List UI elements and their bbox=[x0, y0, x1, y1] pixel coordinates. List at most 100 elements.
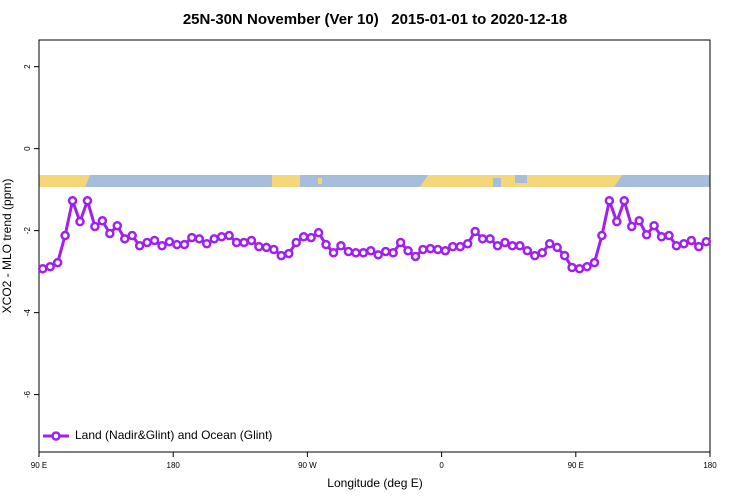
data-point bbox=[284, 248, 294, 259]
plot-frame bbox=[38, 39, 711, 453]
data-point bbox=[388, 248, 398, 258]
data-point bbox=[403, 245, 413, 256]
data-point bbox=[425, 243, 436, 254]
data-point bbox=[656, 232, 667, 242]
data-point bbox=[701, 236, 712, 247]
data-point bbox=[582, 261, 592, 272]
chart-title: 25N-30N November (Ver 10) 2015-01-01 to … bbox=[183, 11, 567, 28]
data-point bbox=[522, 245, 533, 256]
data-point bbox=[179, 239, 190, 250]
ocean bbox=[515, 175, 527, 183]
data-point bbox=[127, 230, 137, 241]
x-axis-label: Longitude (deg E) bbox=[327, 476, 422, 490]
data-point bbox=[261, 242, 272, 253]
data-point bbox=[552, 242, 562, 253]
data-point bbox=[366, 245, 376, 256]
land bbox=[318, 178, 322, 184]
data-point bbox=[37, 264, 48, 274]
y-tick-label: 2 bbox=[23, 64, 32, 69]
x-tick-label: 180 bbox=[703, 461, 717, 470]
data-point bbox=[216, 232, 227, 242]
data-point bbox=[172, 239, 182, 250]
data-point bbox=[574, 264, 585, 274]
data-point bbox=[328, 248, 339, 258]
x-tick-label: 90 W bbox=[298, 461, 317, 470]
data-point bbox=[269, 244, 279, 255]
data-point bbox=[291, 237, 301, 248]
land-ocean-strip bbox=[39, 175, 710, 187]
data-point bbox=[641, 229, 652, 240]
data-point bbox=[358, 248, 369, 258]
y-tick-label: 0 bbox=[23, 146, 32, 151]
data-point bbox=[634, 216, 644, 226]
legend-label: Land (Nadir&Glint) and Ocean (Glint) bbox=[75, 428, 272, 442]
data-point bbox=[67, 195, 78, 206]
data-point bbox=[209, 234, 219, 244]
data-point bbox=[52, 257, 63, 268]
data-point bbox=[395, 237, 406, 248]
data-point bbox=[343, 246, 354, 257]
data-point bbox=[82, 195, 93, 206]
data-point bbox=[604, 195, 615, 206]
data-point bbox=[679, 238, 689, 249]
data-point bbox=[90, 221, 100, 232]
data-point bbox=[492, 241, 503, 251]
data-point bbox=[224, 230, 234, 241]
series-line bbox=[42, 195, 708, 271]
data-point bbox=[119, 234, 130, 244]
data-point bbox=[373, 250, 383, 260]
data-point bbox=[694, 241, 704, 252]
data-point bbox=[455, 241, 465, 252]
data-point bbox=[306, 232, 316, 243]
data-point bbox=[515, 241, 525, 251]
data-point bbox=[336, 241, 346, 251]
data-point bbox=[380, 246, 391, 257]
land bbox=[85, 175, 90, 187]
data-point bbox=[485, 234, 495, 244]
x-tick-label: 90 E bbox=[31, 461, 47, 470]
data-point bbox=[559, 250, 570, 261]
data-point bbox=[351, 248, 361, 258]
data-point bbox=[612, 216, 622, 227]
data-point bbox=[187, 232, 197, 243]
data-point bbox=[105, 228, 115, 239]
data-point bbox=[433, 244, 443, 255]
data-point bbox=[231, 237, 242, 248]
data-point bbox=[500, 237, 510, 248]
data-point bbox=[313, 227, 324, 238]
data-point bbox=[418, 244, 428, 255]
data-point bbox=[321, 239, 331, 250]
data-point bbox=[246, 235, 257, 246]
ocean bbox=[493, 178, 501, 187]
data-point bbox=[97, 216, 108, 226]
data-point bbox=[597, 230, 607, 241]
data-point bbox=[75, 216, 85, 227]
data-point bbox=[149, 235, 160, 246]
data-point bbox=[649, 220, 659, 231]
data-point bbox=[194, 234, 205, 244]
data-point bbox=[164, 236, 175, 247]
data-point bbox=[448, 241, 458, 252]
land bbox=[272, 175, 300, 187]
data-point bbox=[134, 241, 145, 251]
data-point bbox=[619, 195, 630, 206]
data-point bbox=[112, 220, 123, 231]
data-point bbox=[507, 241, 518, 251]
data-point bbox=[276, 250, 287, 261]
x-tick-label: 0 bbox=[439, 461, 444, 470]
data-point bbox=[254, 241, 264, 252]
data-point bbox=[239, 237, 249, 248]
y-tick-label: -6 bbox=[23, 391, 32, 399]
data-point bbox=[477, 234, 488, 244]
data-point bbox=[544, 238, 555, 249]
y-axis-label: XCO2 - MLO trend (ppm) bbox=[0, 179, 14, 314]
y-tick-label: -2 bbox=[23, 227, 32, 235]
data-point bbox=[589, 257, 600, 268]
legend-marker bbox=[51, 431, 61, 441]
data-point bbox=[686, 235, 697, 246]
data-point bbox=[462, 238, 473, 249]
x-tick-label: 90 E bbox=[568, 461, 584, 470]
data-point bbox=[157, 241, 167, 251]
data-point bbox=[60, 230, 70, 241]
